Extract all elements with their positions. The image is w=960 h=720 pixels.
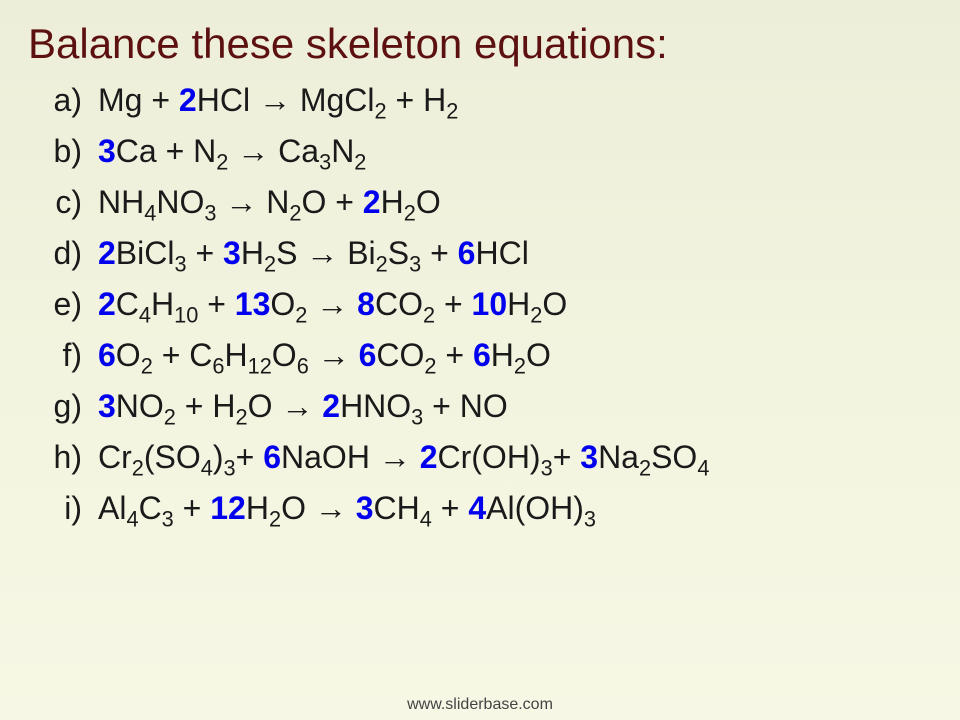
subscript: 2 <box>235 404 247 429</box>
equation-row: g)3NO2 + H2O → 2HNO3 + NO <box>40 388 932 425</box>
equation-label: h) <box>40 439 98 476</box>
subscript: 3 <box>409 251 421 276</box>
coefficient: 2 <box>420 439 438 475</box>
arrow-icon: → <box>306 235 338 271</box>
coefficient: 12 <box>210 490 246 526</box>
subscript: 4 <box>126 506 138 531</box>
subscript: 2 <box>269 506 281 531</box>
equation-row: a)Mg + 2HCl → MgCl2 + H2 <box>40 82 932 119</box>
subscript: 2 <box>164 404 176 429</box>
equation-label: d) <box>40 235 98 272</box>
subscript: 2 <box>639 455 651 480</box>
coefficient: 8 <box>357 286 375 322</box>
coefficient: 6 <box>359 337 377 373</box>
subscript: 2 <box>216 149 228 174</box>
arrow-icon: → <box>281 388 313 424</box>
equation-label: g) <box>40 388 98 425</box>
subscript: 4 <box>139 302 151 327</box>
coefficient: 2 <box>179 82 197 118</box>
subscript: 2 <box>132 455 144 480</box>
subscript: 4 <box>697 455 709 480</box>
equation-label: f) <box>40 337 98 374</box>
subscript: 4 <box>201 455 213 480</box>
subscript: 2 <box>264 251 276 276</box>
coefficient: 2 <box>363 184 381 220</box>
coefficient: 6 <box>98 337 116 373</box>
subscript: 3 <box>204 200 216 225</box>
equation-formula: Cr2(SO4)3+ 6NaOH → 2Cr(OH)3+ 3Na2SO4 <box>98 439 709 476</box>
equation-formula: Al4C3 + 12H2O → 3CH4 + 4Al(OH)3 <box>98 490 596 527</box>
arrow-icon: → <box>259 82 291 118</box>
coefficient: 3 <box>580 439 598 475</box>
coefficient: 2 <box>98 235 116 271</box>
coefficient: 10 <box>472 286 508 322</box>
equation-list: a)Mg + 2HCl → MgCl2 + H2b)3Ca + N2 → Ca3… <box>0 82 960 527</box>
coefficient: 6 <box>263 439 281 475</box>
subscript: 6 <box>212 353 224 378</box>
equation-label: i) <box>40 490 98 527</box>
equation-label: c) <box>40 184 98 221</box>
coefficient: 3 <box>98 388 116 424</box>
equation-label: b) <box>40 133 98 170</box>
coefficient: 3 <box>98 133 116 169</box>
subscript: 2 <box>530 302 542 327</box>
equation-formula: NH4NO3 → N2O + 2H2O <box>98 184 441 221</box>
subscript: 2 <box>295 302 307 327</box>
subscript: 4 <box>144 200 156 225</box>
subscript: 2 <box>376 251 388 276</box>
subscript: 3 <box>174 251 186 276</box>
subscript: 4 <box>420 506 432 531</box>
subscript: 2 <box>446 98 458 123</box>
arrow-icon: → <box>237 133 269 169</box>
coefficient: 6 <box>458 235 476 271</box>
equation-label: e) <box>40 286 98 323</box>
subscript: 3 <box>541 455 553 480</box>
subscript: 2 <box>424 353 436 378</box>
coefficient: 6 <box>473 337 491 373</box>
arrow-icon: → <box>316 286 348 322</box>
coefficient: 2 <box>322 388 340 424</box>
equation-formula: 2BiCl3 + 3H2S → Bi2S3 + 6HCl <box>98 235 529 272</box>
arrow-icon: → <box>318 337 350 373</box>
arrow-icon: → <box>225 184 257 220</box>
subscript: 2 <box>289 200 301 225</box>
coefficient: 13 <box>235 286 271 322</box>
equation-formula: 6O2 + C6H12O6 → 6CO2 + 6H2O <box>98 337 551 374</box>
equation-formula: 3Ca + N2 → Ca3N2 <box>98 133 366 170</box>
coefficient: 3 <box>356 490 374 526</box>
subscript: 6 <box>297 353 309 378</box>
equation-row: d)2BiCl3 + 3H2S → Bi2S3 + 6HCl <box>40 235 932 272</box>
subscript: 2 <box>423 302 435 327</box>
subscript: 2 <box>375 98 387 123</box>
equation-formula: 2C4H10 + 13O2 → 8CO2 + 10H2O <box>98 286 567 323</box>
subscript: 2 <box>404 200 416 225</box>
subscript: 3 <box>411 404 423 429</box>
subscript: 2 <box>141 353 153 378</box>
coefficient: 4 <box>468 490 486 526</box>
subscript: 3 <box>584 506 596 531</box>
coefficient: 3 <box>223 235 241 271</box>
subscript: 12 <box>248 353 272 378</box>
equation-row: h)Cr2(SO4)3+ 6NaOH → 2Cr(OH)3+ 3Na2SO4 <box>40 439 932 476</box>
equation-label: a) <box>40 82 98 119</box>
subscript: 3 <box>224 455 236 480</box>
arrow-icon: → <box>315 490 347 526</box>
footer-url: www.sliderbase.com <box>0 696 960 714</box>
equation-row: f)6O2 + C6H12O6 → 6CO2 + 6H2O <box>40 337 932 374</box>
equation-row: e)2C4H10 + 13O2 → 8CO2 + 10H2O <box>40 286 932 323</box>
subscript: 10 <box>174 302 198 327</box>
equation-formula: Mg + 2HCl → MgCl2 + H2 <box>98 82 458 119</box>
subscript: 3 <box>162 506 174 531</box>
arrow-icon: → <box>379 439 411 475</box>
subscript: 2 <box>354 149 366 174</box>
equation-formula: 3NO2 + H2O → 2HNO3 + NO <box>98 388 508 425</box>
equation-row: i)Al4C3 + 12H2O → 3CH4 + 4Al(OH)3 <box>40 490 932 527</box>
slide-title: Balance these skeleton equations: <box>0 0 960 82</box>
subscript: 3 <box>319 149 331 174</box>
equation-row: b)3Ca + N2 → Ca3N2 <box>40 133 932 170</box>
equation-row: c)NH4NO3 → N2O + 2H2O <box>40 184 932 221</box>
coefficient: 2 <box>98 286 116 322</box>
subscript: 2 <box>514 353 526 378</box>
